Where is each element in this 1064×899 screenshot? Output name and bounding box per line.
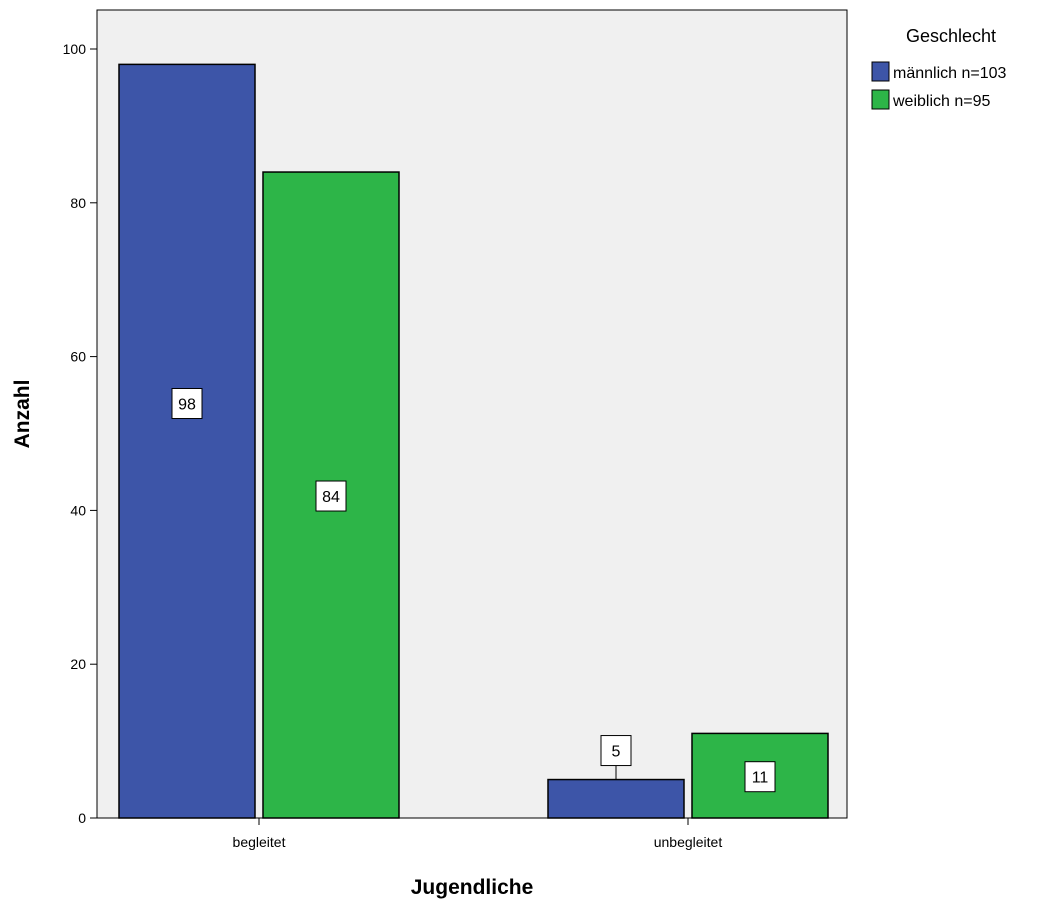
x-tick-label: begleitet bbox=[233, 834, 286, 850]
data-label: 84 bbox=[322, 489, 340, 506]
y-tick-label: 100 bbox=[63, 41, 87, 57]
y-tick-label: 0 bbox=[78, 810, 86, 826]
data-label: 98 bbox=[178, 397, 196, 414]
y-tick-label: 60 bbox=[70, 349, 86, 365]
legend-swatch bbox=[871, 61, 890, 82]
data-label-box bbox=[171, 388, 203, 420]
data-label-box bbox=[315, 480, 347, 512]
y-tick-label: 20 bbox=[70, 656, 86, 672]
y-axis-title: Anzahl bbox=[11, 380, 34, 449]
data-label-box bbox=[744, 761, 776, 793]
y-tick-label: 80 bbox=[70, 195, 86, 211]
axes-layer: 0 20 40 60 80 100 begleitet unbegleitet bbox=[63, 41, 723, 850]
data-label: 11 bbox=[752, 770, 769, 787]
y-tick-label: 40 bbox=[70, 502, 86, 518]
bar-unbegleitet-maennlich bbox=[547, 778, 685, 819]
legend-label: männlich n=103 bbox=[893, 65, 1007, 82]
legend-swatch bbox=[871, 89, 890, 110]
data-labels-layer: 98 84 5 11 bbox=[171, 388, 776, 793]
bar-begleitet-maennlich bbox=[118, 63, 256, 819]
legend-label: weiblich n=95 bbox=[892, 93, 991, 110]
legend: Geschlecht männlich n=103 weiblich n=95 bbox=[871, 26, 1007, 110]
legend-title: Geschlecht bbox=[906, 26, 996, 46]
data-label-box bbox=[600, 735, 632, 767]
data-label: 5 bbox=[612, 744, 621, 761]
x-tick-label: unbegleitet bbox=[654, 834, 723, 850]
x-axis-title: Jugendliche bbox=[411, 876, 534, 899]
